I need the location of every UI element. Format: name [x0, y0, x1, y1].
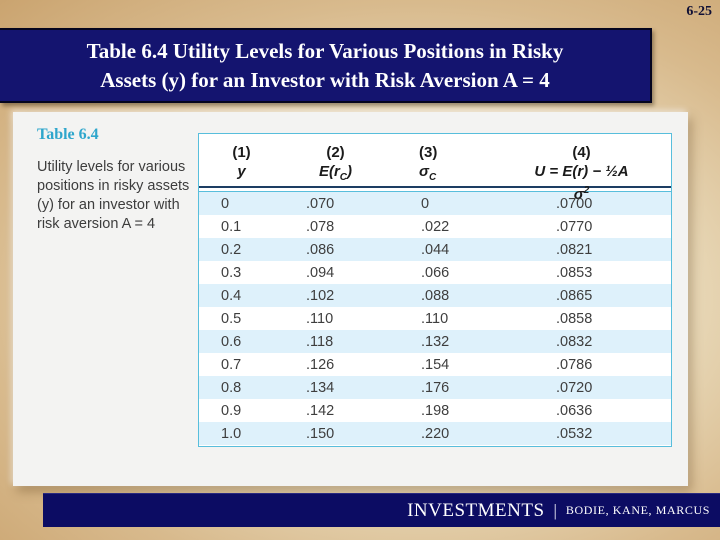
cell-expected-return: .110 — [306, 310, 334, 327]
cell-expected-return: .078 — [306, 218, 335, 235]
table-row: 0.5 .110 .110 .0858 — [199, 307, 671, 330]
slide-number: 6-25 — [686, 4, 712, 19]
cell-y: 0 — [221, 195, 230, 212]
cell-y: 0.9 — [221, 402, 242, 419]
table-row: 0.6 .118 .132 .0832 — [199, 330, 671, 353]
cell-y: 0.4 — [221, 287, 242, 304]
cell-expected-return: .118 — [306, 333, 334, 350]
cell-sigma: .088 — [421, 287, 450, 304]
col-header-y: (1) y — [232, 144, 251, 180]
cell-y: 1.0 — [221, 425, 242, 442]
col-header-expected-return: (2) E(rC) — [318, 144, 353, 183]
cell-sigma: .110 — [421, 310, 449, 327]
title-banner: Table 6.4 Utility Levels for Various Pos… — [0, 28, 652, 103]
cell-expected-return: .142 — [306, 402, 335, 419]
cell-sigma: 0 — [421, 195, 430, 212]
sidebar-caption: Utility levels for various positions in … — [37, 159, 190, 232]
cell-expected-return: .126 — [306, 356, 335, 373]
table-header: (1) y (2) E(rC) (3) σC (4) U = E(r) − ½A… — [199, 134, 671, 203]
footer-divider-bar: | — [553, 500, 557, 520]
cell-utility: .0636 — [556, 402, 593, 419]
cell-expected-return: .094 — [306, 264, 335, 281]
table-row: 0.2 .086 .044 .0821 — [199, 238, 671, 261]
cell-y: 0.5 — [221, 310, 242, 327]
cell-utility: .0821 — [556, 241, 593, 258]
cell-expected-return: .150 — [306, 425, 335, 442]
table-row: 1.0 .150 .220 .0532 — [199, 422, 671, 445]
cell-utility: .0786 — [556, 356, 593, 373]
header-gap-rule — [199, 188, 671, 192]
sidebar: Table 6.4 Utility levels for various pos… — [37, 126, 197, 234]
cell-utility: .0532 — [556, 425, 593, 442]
cell-y: 0.3 — [221, 264, 242, 281]
cell-sigma: .220 — [421, 425, 450, 442]
title-line-1: Table 6.4 Utility Levels for Various Pos… — [86, 38, 564, 63]
cell-utility: .0832 — [556, 333, 593, 350]
cell-utility: .0720 — [556, 379, 593, 396]
cell-y: 0.7 — [221, 356, 242, 373]
cell-expected-return: .134 — [306, 379, 335, 396]
cell-sigma: .132 — [421, 333, 450, 350]
sidebar-heading: Table 6.4 — [37, 126, 99, 143]
utility-table: (1) y (2) E(rC) (3) σC (4) U = E(r) − ½A… — [198, 133, 672, 447]
title-line-2: Assets (y) for an Investor with Risk Ave… — [100, 67, 550, 92]
table-row: 0.4 .102 .088 .0865 — [199, 284, 671, 307]
cell-y: 0.2 — [221, 241, 242, 258]
cell-utility: .0865 — [556, 287, 593, 304]
footer-authors: BODIE, KANE, MARCUS — [565, 503, 710, 517]
cell-y: 0.8 — [221, 379, 242, 396]
cell-y: 0.6 — [221, 333, 242, 350]
table-row: 0.3 .094 .066 .0853 — [199, 261, 671, 284]
table-row: 0.1 .078 .022 .0770 — [199, 215, 671, 238]
cell-utility: .0770 — [556, 218, 593, 235]
content-panel: Table 6.4 Utility levels for various pos… — [13, 112, 688, 486]
table-row: 0.7 .126 .154 .0786 — [199, 353, 671, 376]
table-row: 0 .070 0 .0700 — [199, 192, 671, 215]
cell-sigma: .198 — [421, 402, 450, 419]
table-row: 0.8 .134 .176 .0720 — [199, 376, 671, 399]
cell-expected-return: .070 — [306, 195, 335, 212]
footer-brand: INVESTMENTS — [407, 499, 545, 521]
footer-bar: INVESTMENTS | BODIE, KANE, MARCUS — [43, 493, 720, 527]
table-row: 0.9 .142 .198 .0636 — [199, 399, 671, 422]
cell-expected-return: .086 — [306, 241, 335, 258]
cell-sigma: .176 — [421, 379, 450, 396]
cell-y: 0.1 — [221, 218, 242, 235]
cell-utility: .0853 — [556, 264, 593, 281]
col-header-sigma: (3) σC — [419, 144, 438, 183]
cell-utility: .0858 — [556, 310, 593, 327]
col-header-utility: (4) U = E(r) − ½A σ2 — [534, 144, 629, 203]
cell-utility: .0700 — [556, 195, 593, 212]
cell-sigma: .154 — [421, 356, 450, 373]
cell-sigma: .044 — [421, 241, 450, 258]
cell-sigma: .022 — [421, 218, 450, 235]
cell-sigma: .066 — [421, 264, 450, 281]
table-body: 0 .070 0 .0700 0.1 .078 .022 .0770 0.2 .… — [199, 192, 671, 445]
cell-expected-return: .102 — [306, 287, 335, 304]
